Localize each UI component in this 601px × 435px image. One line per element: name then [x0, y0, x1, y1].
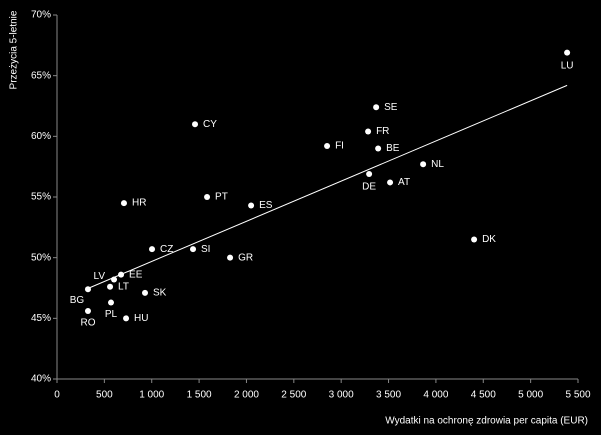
- point-label: LV: [94, 271, 106, 282]
- x-tick-label: 5 000: [518, 390, 543, 401]
- point: [192, 121, 199, 128]
- point: [564, 49, 571, 56]
- point: [120, 200, 127, 207]
- y-tick-label: 70%: [31, 10, 51, 21]
- point-label: LT: [118, 281, 129, 292]
- y-tick-label: 65%: [31, 70, 51, 81]
- point-label: LU: [561, 60, 574, 71]
- point-label: CY: [203, 119, 217, 130]
- point: [190, 246, 197, 253]
- point-label: SI: [201, 244, 210, 255]
- x-tick-label: 500: [96, 390, 113, 401]
- point: [107, 299, 114, 306]
- point: [420, 161, 427, 168]
- point-label: GR: [238, 252, 253, 263]
- point: [227, 254, 234, 261]
- point-label: SK: [153, 287, 167, 298]
- point: [471, 236, 478, 243]
- point-label: BE: [386, 143, 400, 154]
- point-label: PT: [215, 192, 228, 203]
- x-tick-label: 2 500: [281, 390, 306, 401]
- point-label: FR: [376, 126, 389, 137]
- point: [366, 170, 373, 177]
- x-tick-label: 4 000: [423, 390, 448, 401]
- point-label: DK: [482, 234, 496, 245]
- point: [248, 202, 255, 209]
- point: [84, 286, 91, 293]
- point: [387, 179, 394, 186]
- point-label: CZ: [160, 244, 173, 255]
- x-tick-label: 0: [54, 390, 60, 401]
- point: [204, 194, 211, 200]
- point-label: ES: [259, 200, 273, 211]
- point: [118, 271, 125, 278]
- trendline: [88, 84, 568, 289]
- x-tick-label: 3 500: [376, 390, 401, 401]
- point-label: SE: [384, 102, 398, 113]
- y-tick-label: 55%: [31, 192, 51, 203]
- point-label: RO: [80, 318, 95, 329]
- point-label: HR: [132, 198, 146, 209]
- x-tick-label: 2 000: [234, 390, 259, 401]
- y-tick-label: 40%: [31, 374, 51, 385]
- point: [107, 283, 114, 290]
- x-tick-label: 5 500: [565, 390, 590, 401]
- y-tick-label: 45%: [31, 313, 51, 324]
- x-tick-label: 3 000: [329, 390, 354, 401]
- point: [149, 246, 156, 253]
- y-tick-label: 60%: [31, 131, 51, 142]
- point-label: BG: [70, 295, 85, 306]
- point-label: EE: [129, 269, 143, 280]
- point: [375, 145, 382, 152]
- point: [142, 289, 149, 296]
- y-tick-label: 50%: [31, 252, 51, 263]
- x-tick-label: 1 000: [139, 390, 164, 401]
- point: [365, 128, 372, 135]
- point: [123, 315, 130, 322]
- point: [84, 308, 91, 315]
- point-label: AT: [398, 177, 410, 188]
- x-tick-label: 1 500: [187, 390, 212, 401]
- point: [324, 143, 331, 150]
- point-label: FI: [335, 141, 344, 152]
- point: [373, 104, 380, 111]
- point-label: PL: [105, 309, 118, 320]
- point-label: DE: [362, 182, 376, 193]
- y-axis-title: Przeżycia 5-letnie: [9, 10, 20, 89]
- x-axis-title: Wydatki na ochronę zdrowia per capita (E…: [385, 416, 588, 427]
- x-tick-label: 4 500: [471, 390, 496, 401]
- point-label: HU: [134, 313, 148, 324]
- point-label: NL: [431, 159, 444, 170]
- point: [111, 276, 118, 283]
